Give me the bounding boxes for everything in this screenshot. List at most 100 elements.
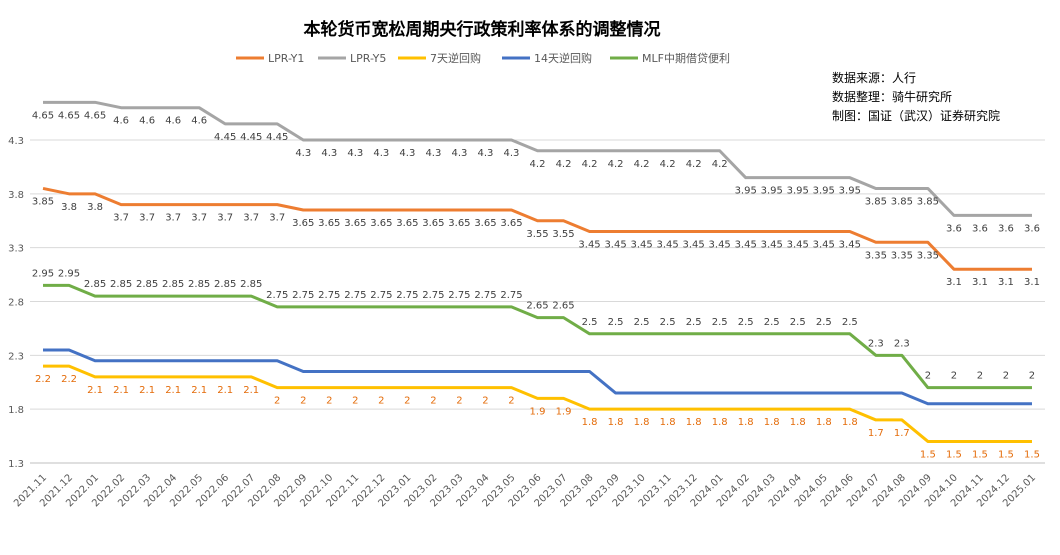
data-label: 2.5 (712, 317, 728, 328)
data-label: 2.5 (660, 317, 676, 328)
data-label: 3.7 (217, 213, 233, 224)
data-label: 3.45 (709, 240, 731, 251)
data-label: 4.65 (32, 110, 54, 121)
data-label: 1.8 (660, 417, 676, 428)
data-label: 2.75 (266, 290, 288, 301)
data-label: 3.45 (604, 240, 626, 251)
data-label: 2.5 (634, 317, 650, 328)
data-label: 4.3 (451, 148, 467, 159)
data-label: 4.6 (139, 116, 155, 127)
data-label: 2.5 (608, 317, 624, 328)
data-label: 3.65 (318, 218, 340, 229)
data-label: 2 (925, 371, 931, 382)
series-lines (42, 100, 1032, 443)
data-label: 4.3 (504, 148, 520, 159)
data-label: 2 (430, 396, 436, 407)
data-label: 2.5 (582, 317, 598, 328)
data-label: 3.45 (813, 240, 835, 251)
data-label: 3.35 (917, 250, 939, 261)
data-label: 4.2 (608, 159, 624, 170)
series-line-0 (42, 186, 1032, 271)
data-label: 2 (326, 396, 332, 407)
y-tick-label: 2.3 (8, 351, 24, 362)
data-label: 3.85 (865, 196, 887, 207)
y-tick-label: 3.8 (8, 190, 24, 201)
data-label: 3.85 (891, 196, 913, 207)
y-tick-label: 1.3 (8, 459, 24, 470)
data-label: 2 (1029, 371, 1035, 382)
data-label: 2.85 (188, 279, 210, 290)
data-label: 3.45 (683, 240, 705, 251)
data-label: 1.8 (686, 417, 702, 428)
data-label: 3.85 (917, 196, 939, 207)
data-label: 2.1 (243, 385, 259, 396)
data-label: 4.2 (530, 159, 546, 170)
data-label: 2.85 (84, 279, 106, 290)
data-label: 3.1 (1024, 277, 1040, 288)
source-note-data: 数据来源：人行 (832, 70, 916, 85)
data-label: 2.75 (370, 290, 392, 301)
data-label: 3.45 (578, 240, 600, 251)
data-label: 3.65 (474, 218, 496, 229)
data-label: 3.95 (735, 186, 757, 197)
data-label: 3.65 (292, 218, 314, 229)
data-label: 2 (977, 371, 983, 382)
data-label: 1.8 (634, 417, 650, 428)
data-label: 4.3 (373, 148, 389, 159)
data-label: 4.6 (113, 116, 129, 127)
data-label: 2 (508, 396, 514, 407)
data-label: 3.8 (61, 202, 77, 213)
gridlines (30, 139, 1045, 464)
source-notes: 数据来源：人行 数据整理：骑牛研究所 制图：国证（武汉）证券研究院 (832, 70, 1000, 123)
data-label: 1.8 (816, 417, 832, 428)
data-label: 3.7 (139, 213, 155, 224)
source-note-chart: 制图：国证（武汉）证券研究院 (832, 108, 1000, 123)
data-label: 2 (300, 396, 306, 407)
data-label: 4.3 (477, 148, 493, 159)
y-tick-label: 4.3 (8, 136, 24, 147)
data-label: 4.45 (214, 132, 236, 143)
data-label: 3.1 (998, 277, 1014, 288)
data-label: 4.45 (240, 132, 262, 143)
data-label: 4.6 (165, 116, 181, 127)
data-label: 3.55 (552, 229, 574, 240)
data-label: 2.3 (868, 338, 884, 349)
source-note-compiled: 数据整理：骑牛研究所 (832, 89, 952, 104)
legend: LPR-Y1 LPR-Y5 7天逆回购 14天逆回购 MLF中期借贷便利 (236, 51, 730, 65)
data-label: 4.2 (634, 159, 650, 170)
data-label: 3.1 (972, 277, 988, 288)
data-label: 2 (404, 396, 410, 407)
data-label: 3.7 (269, 213, 285, 224)
y-tick-label: 1.8 (8, 405, 24, 416)
data-label: 3.65 (396, 218, 418, 229)
data-label: 4.2 (660, 159, 676, 170)
data-label: 3.7 (113, 213, 129, 224)
data-label: 3.45 (656, 240, 678, 251)
data-label: 1.7 (894, 428, 910, 439)
data-label: 1.9 (530, 406, 546, 417)
data-label: 2.75 (318, 290, 340, 301)
data-label: 2.75 (448, 290, 470, 301)
data-label: 1.8 (608, 417, 624, 428)
data-label: 3.6 (998, 223, 1014, 234)
data-label: 2.75 (500, 290, 522, 301)
data-label: 2.75 (422, 290, 444, 301)
data-label: 1.9 (556, 406, 572, 417)
data-label: 2.1 (217, 385, 233, 396)
data-label: 4.6 (191, 116, 207, 127)
data-label: 2.1 (87, 385, 103, 396)
data-label: 4.65 (58, 110, 80, 121)
data-label: 1.8 (582, 417, 598, 428)
data-label: 2.75 (292, 290, 314, 301)
data-label: 3.65 (370, 218, 392, 229)
data-label: 3.55 (526, 229, 548, 240)
data-label: 2.85 (214, 279, 236, 290)
x-axis-ticks: 2021.112021.122022.012022.022022.032022.… (12, 472, 1038, 509)
data-label: 2.2 (35, 374, 51, 385)
series-line-1 (43, 100, 1032, 217)
legend-label: LPR-Y5 (350, 52, 386, 65)
data-label: 2.2 (61, 374, 77, 385)
data-label: 2.5 (816, 317, 832, 328)
